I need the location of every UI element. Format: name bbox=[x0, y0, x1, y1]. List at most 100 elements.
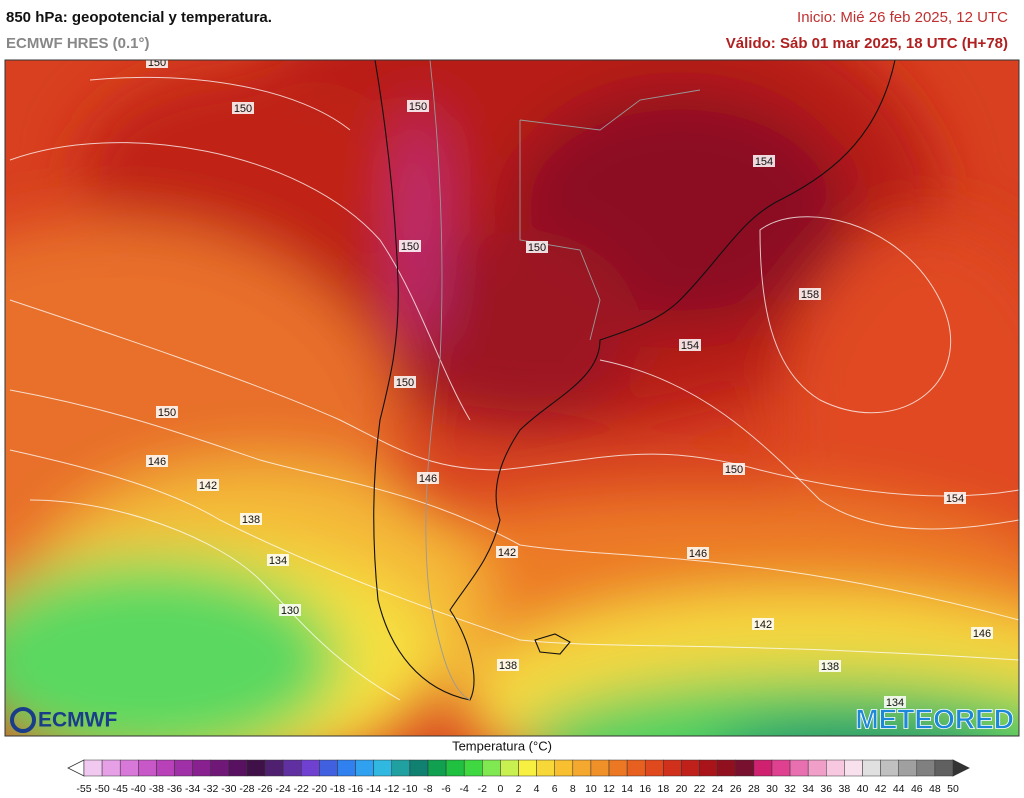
contour-label-bg bbox=[884, 696, 906, 708]
contour-label-bg bbox=[197, 479, 219, 491]
colorbar-tick-label: 14 bbox=[621, 783, 633, 795]
colorbar-swatch bbox=[101, 759, 121, 777]
contour-label: 150 bbox=[725, 464, 743, 476]
colorbar-tick-label: 38 bbox=[839, 783, 851, 795]
contour-label-bg bbox=[407, 100, 429, 112]
colorbar-tick-label: -18 bbox=[330, 783, 345, 795]
colorbar-swatch bbox=[210, 759, 230, 777]
contour-label-bg bbox=[526, 241, 548, 253]
colorbar-tick-label: 50 bbox=[947, 783, 959, 795]
colorbar-tick-label: 36 bbox=[820, 783, 832, 795]
contour-label: 138 bbox=[242, 514, 260, 526]
contour-label: 150 bbox=[528, 242, 546, 254]
colorbar-swatch bbox=[916, 759, 936, 777]
colorbar-tick-label: 46 bbox=[911, 783, 923, 795]
colorbar-swatch bbox=[699, 759, 718, 777]
colorbar-tick-label: -36 bbox=[167, 783, 182, 795]
colorbar-tick-label: -28 bbox=[239, 783, 254, 795]
colorbar-swatch bbox=[409, 759, 429, 777]
colorbar-tick-label: 24 bbox=[712, 783, 724, 795]
colorbar-swatch bbox=[391, 759, 411, 777]
contour-label-bg bbox=[752, 618, 774, 630]
colorbar-tick-label: 32 bbox=[784, 783, 796, 795]
colorbar-swatch bbox=[156, 759, 175, 777]
colorbar-swatch bbox=[554, 759, 574, 777]
contour-label-layer: 150 150 150 154 150 150 158 154 150 150 146 146 150 1… bbox=[146, 60, 993, 709]
colorbar-swatch bbox=[373, 759, 393, 777]
colorbar-swatch bbox=[663, 759, 682, 777]
colorbar-swatch bbox=[644, 759, 664, 777]
colorbar-swatch bbox=[681, 759, 700, 777]
colorbar-swatch bbox=[844, 759, 863, 777]
init-time: Inicio: Mié 26 feb 2025, 12 UTC bbox=[797, 9, 1008, 26]
borders bbox=[425, 60, 701, 701]
contour-label: 134 bbox=[886, 697, 904, 709]
colorbar-swatch bbox=[572, 759, 592, 777]
contour-label-bg bbox=[819, 660, 841, 672]
colorbar-tick-label: -2 bbox=[478, 783, 487, 795]
colorbar-swatch bbox=[608, 759, 628, 777]
contour-label-bg bbox=[687, 547, 709, 559]
colorbar-tick-label: 44 bbox=[893, 783, 905, 795]
contour-label: 154 bbox=[946, 493, 964, 505]
colorbar-swatch bbox=[174, 759, 193, 777]
contour-label-bg bbox=[496, 546, 518, 558]
colorbar-swatch bbox=[355, 759, 374, 777]
colorbar-swatch bbox=[482, 759, 501, 777]
colorbar-tick-label: -34 bbox=[185, 783, 200, 795]
ecmwf-logo: ECMWF bbox=[10, 707, 117, 733]
colorbar-swatch bbox=[445, 759, 465, 777]
colorbar-tick-label: 2 bbox=[516, 783, 522, 795]
colorbar-swatch bbox=[753, 759, 773, 777]
colorbar-tick-label: -50 bbox=[95, 783, 110, 795]
map-title: 850 hPa: geopotencial y temperatura. bbox=[6, 9, 272, 26]
colorbar-tick-label: -10 bbox=[402, 783, 417, 795]
contour-label-bg bbox=[753, 155, 775, 167]
colorbar-arrow-left bbox=[67, 759, 85, 777]
contour-label: 150 bbox=[158, 407, 176, 419]
colorbar-tick-label: -22 bbox=[294, 783, 309, 795]
contour-label: 138 bbox=[499, 660, 517, 672]
colorbar-swatch bbox=[717, 759, 736, 777]
contour-label: 142 bbox=[199, 480, 217, 492]
colorbar-tick-label: -16 bbox=[348, 783, 363, 795]
colorbar-swatch bbox=[735, 759, 755, 777]
colorbar-swatch bbox=[119, 759, 139, 777]
colorbar-tick-label: -45 bbox=[113, 783, 128, 795]
colorbar-tick-label: 48 bbox=[929, 783, 941, 795]
contour-label: 146 bbox=[973, 628, 991, 640]
colorbar-tick-label: -8 bbox=[423, 783, 432, 795]
colorbar-swatch bbox=[789, 759, 809, 777]
contour-label: 154 bbox=[755, 156, 773, 168]
contour-label: 154 bbox=[681, 340, 699, 352]
colorbar-tick-label: 8 bbox=[570, 783, 576, 795]
coastlines bbox=[373, 60, 896, 701]
colorbar: -55 -50 -45 -40 -38 -36 -34 -32 -30 -28 -26 -24 -22-… bbox=[67, 759, 970, 795]
colorbar-arrow-right bbox=[952, 759, 970, 777]
colorbar-tick-label: -26 bbox=[257, 783, 272, 795]
colorbar-tick-label: -4 bbox=[460, 783, 469, 795]
colorbar-swatch bbox=[337, 759, 356, 777]
contour-label: 138 bbox=[821, 661, 839, 673]
colorbar-swatch bbox=[590, 759, 610, 777]
colorbar-tick-label: -20 bbox=[312, 783, 327, 795]
contour-label: 142 bbox=[498, 547, 516, 559]
colorbar-swatch bbox=[138, 759, 157, 777]
contour-label-bg bbox=[417, 472, 439, 484]
colorbar-swatch bbox=[626, 759, 646, 777]
colorbar-swatch bbox=[83, 759, 103, 777]
colorbar-tick-label: 16 bbox=[639, 783, 651, 795]
colorbar-tick-label: -14 bbox=[366, 783, 381, 795]
colorbar-swatch bbox=[536, 759, 555, 777]
contour-label: 146 bbox=[148, 456, 166, 468]
meteored-logo: METEORED bbox=[855, 703, 1014, 734]
contour-label: 146 bbox=[689, 548, 707, 560]
colorbar-tick-label: -30 bbox=[221, 783, 236, 795]
model-name: ECMWF HRES (0.1°) bbox=[6, 35, 150, 52]
contour-label-bg bbox=[944, 492, 966, 504]
colorbar-tick-label: 10 bbox=[585, 783, 597, 795]
colorbar-swatch bbox=[500, 759, 519, 777]
colorbar-swatch bbox=[228, 759, 248, 777]
